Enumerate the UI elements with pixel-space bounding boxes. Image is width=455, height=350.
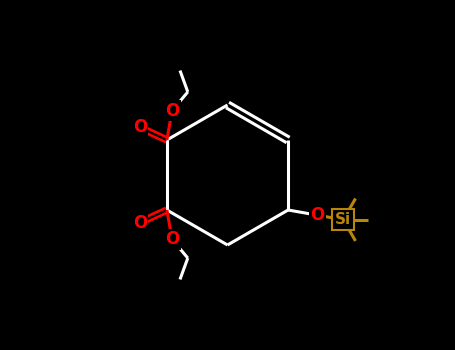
Text: O: O: [133, 214, 147, 232]
Text: O: O: [165, 102, 179, 120]
Text: Si: Si: [335, 212, 351, 227]
Text: O: O: [133, 118, 147, 136]
Text: O: O: [165, 230, 179, 248]
Text: O: O: [310, 206, 324, 224]
